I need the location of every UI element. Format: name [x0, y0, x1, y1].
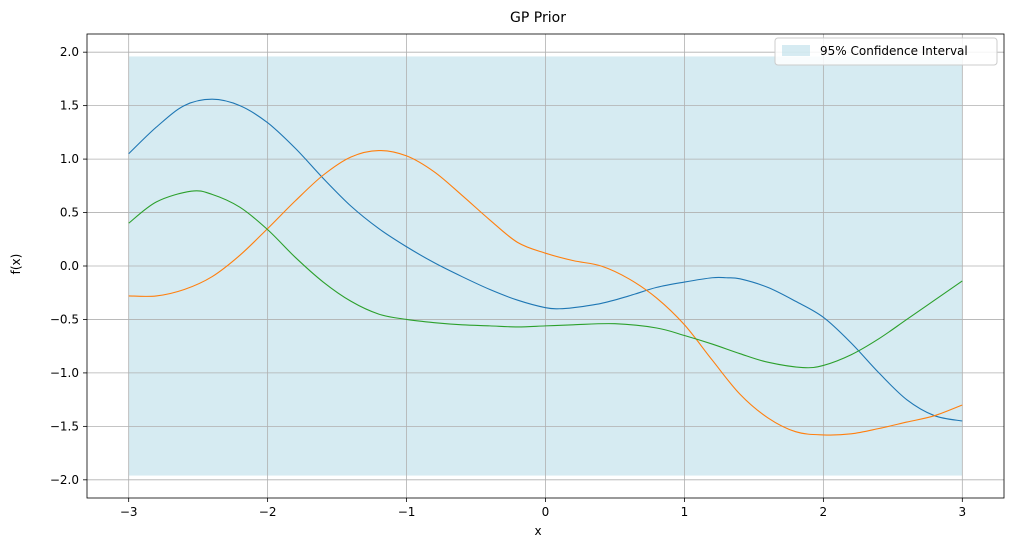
series-line-3	[128, 190, 963, 369]
y-tick-label-3: −0.5	[50, 312, 79, 326]
x-tick-label-2: −1	[398, 505, 416, 519]
y-tick-label-6: 1.0	[60, 152, 79, 166]
x-tick-label-1: −2	[259, 505, 277, 519]
grid-layer	[87, 34, 1004, 498]
series-line-1	[128, 98, 963, 422]
series-layer	[128, 98, 963, 436]
x-tick-label-0: −3	[120, 505, 138, 519]
y-tick-label-5: 0.5	[60, 206, 79, 220]
legend-swatch-confidence	[782, 45, 810, 56]
y-tick-label-8: 2.0	[60, 45, 79, 59]
legend-box	[774, 37, 998, 66]
y-tick-label-0: −2.0	[50, 473, 79, 487]
series-line-2	[128, 149, 963, 436]
x-tick-label-6: 3	[958, 505, 966, 519]
y-tick-label-1: −1.5	[50, 419, 79, 433]
x-tick-label-5: 2	[820, 505, 828, 519]
y-tick-label-7: 1.5	[60, 99, 79, 113]
tick-layer: −3 −2 −1 0 1 2 3 −2.0 −1.5 −1.0 −0.5 0.0 0.5 1.0 1.5 2.…	[50, 45, 966, 519]
y-axis-label: f(x)	[9, 254, 23, 275]
x-tick-label-4: 1	[681, 505, 689, 519]
x-axis-label: x	[534, 524, 541, 538]
legend: 95% Confidence Interval	[774, 37, 998, 66]
y-tick-label-4: 0.0	[60, 259, 79, 273]
legend-entry-confidence: 95% Confidence Interval	[820, 44, 968, 58]
x-tick-label-3: 0	[542, 505, 550, 519]
chart-title: GP Prior	[510, 10, 566, 26]
y-tick-label-2: −1.0	[50, 366, 79, 380]
